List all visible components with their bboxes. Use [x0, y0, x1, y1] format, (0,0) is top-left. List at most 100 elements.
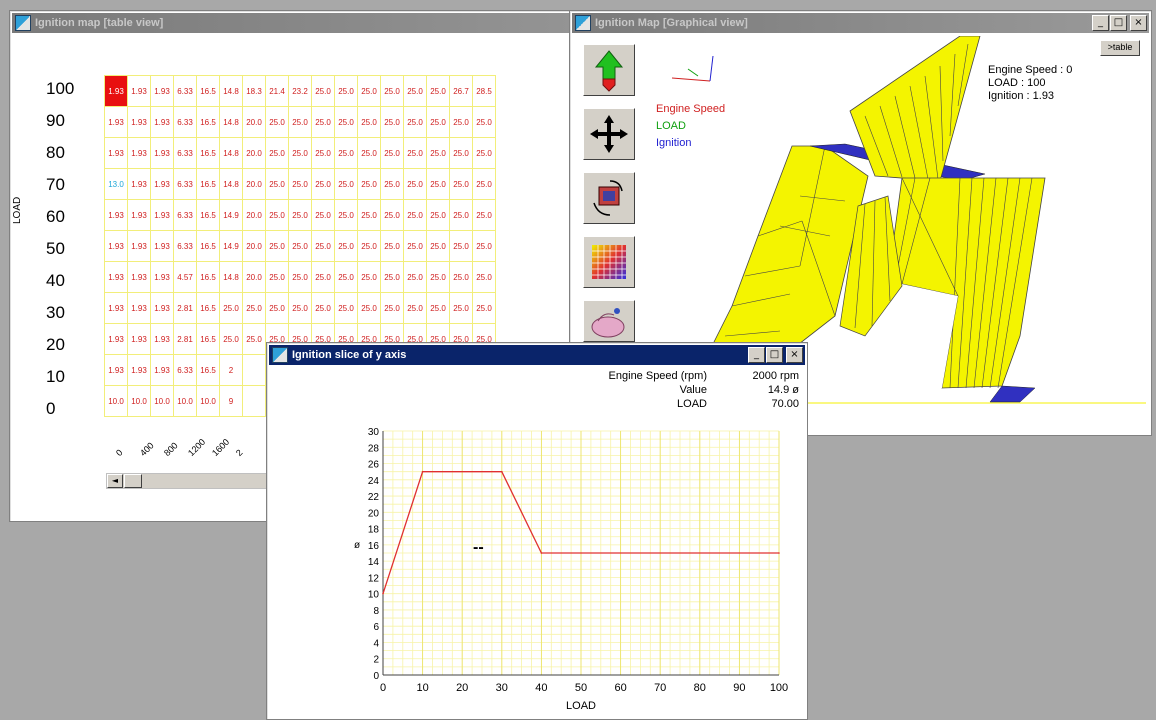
table-cell[interactable]: 16.5	[196, 261, 220, 293]
table-cell[interactable]: 25.0	[472, 199, 496, 231]
table-cell[interactable]: 6.33	[173, 199, 197, 231]
table-cell[interactable]: 25.0	[380, 106, 404, 138]
table-cell[interactable]: 25.0	[311, 75, 335, 107]
slice-titlebar[interactable]: Ignition slice of y axis _ □ ×	[269, 345, 805, 365]
table-cell[interactable]: 26.7	[449, 75, 473, 107]
table-cell[interactable]: 25.0	[403, 168, 427, 200]
table-cell[interactable]: 25.0	[380, 292, 404, 324]
table-cell[interactable]: 25.0	[426, 230, 450, 262]
table-cell[interactable]: 25.0	[311, 230, 335, 262]
table-cell[interactable]: 1.93	[127, 261, 151, 293]
table-cell[interactable]: 25.0	[334, 261, 358, 293]
table-cell[interactable]: 1.93	[104, 230, 128, 262]
table-cell[interactable]: 25.0	[380, 75, 404, 107]
table-cell[interactable]	[242, 354, 266, 386]
table-cell[interactable]: 25.0	[472, 137, 496, 169]
maximize-button[interactable]: □	[766, 347, 783, 363]
table-cell[interactable]: 20.0	[242, 106, 266, 138]
table-cell[interactable]: 1.93	[104, 261, 128, 293]
table-cell[interactable]: 25.0	[403, 292, 427, 324]
table-cell[interactable]: 1.93	[104, 199, 128, 231]
table-cell[interactable]: 6.33	[173, 75, 197, 107]
table-cell[interactable]: 10.0	[150, 385, 174, 417]
tool-hand-button[interactable]	[583, 300, 635, 342]
table-cell[interactable]: 16.5	[196, 168, 220, 200]
table-cell[interactable]: 25.0	[242, 323, 266, 355]
table-cell[interactable]: 25.0	[357, 199, 381, 231]
table-cell[interactable]: 25.0	[265, 292, 289, 324]
table-cell[interactable]: 1.93	[150, 261, 174, 293]
table-cell[interactable]: 1.93	[150, 75, 174, 107]
table-cell[interactable]: 25.0	[472, 168, 496, 200]
table-cell[interactable]: 25.0	[403, 106, 427, 138]
table-cell[interactable]: 1.93	[127, 199, 151, 231]
table-cell[interactable]: 6.33	[173, 354, 197, 386]
table-cell[interactable]: 1.93	[127, 230, 151, 262]
table-cell[interactable]: 28.5	[472, 75, 496, 107]
table-cell[interactable]: 25.0	[472, 292, 496, 324]
table-cell[interactable]: 16.5	[196, 354, 220, 386]
table-cell[interactable]: 1.93	[150, 354, 174, 386]
table-cell[interactable]: 25.0	[334, 106, 358, 138]
table-cell[interactable]: 6.33	[173, 137, 197, 169]
table-cell[interactable]: 25.0	[472, 261, 496, 293]
table-cell[interactable]: 25.0	[242, 292, 266, 324]
table-cell[interactable]: 25.0	[380, 230, 404, 262]
tool-move-button[interactable]	[583, 108, 635, 160]
table-cell[interactable]: 25.0	[449, 199, 473, 231]
table-cell[interactable]: 25.0	[426, 106, 450, 138]
table-cell[interactable]: 25.0	[288, 230, 312, 262]
table-cell[interactable]: 6.33	[173, 230, 197, 262]
maximize-button[interactable]: □	[1110, 15, 1127, 31]
table-cell[interactable]: 10.0	[127, 385, 151, 417]
table-cell[interactable]: 25.0	[357, 137, 381, 169]
table-cell[interactable]: 1.93	[150, 323, 174, 355]
table-cell[interactable]: 16.5	[196, 230, 220, 262]
table-cell[interactable]: 20.0	[242, 230, 266, 262]
tool-colorgrid-button[interactable]	[583, 236, 635, 288]
table-cell[interactable]: 13.0	[104, 168, 128, 200]
table-cell[interactable]: 25.0	[380, 137, 404, 169]
table-cell[interactable]: 25.0	[403, 199, 427, 231]
ignition-table[interactable]: 1.93 1.93 1.93 6.33 16.5 14.8 18.3 21.4 23.2 25.0…	[104, 75, 496, 417]
table-cell[interactable]: 25.0	[288, 292, 312, 324]
table-cell[interactable]: 25.0	[403, 261, 427, 293]
table-cell[interactable]: 1.93	[127, 106, 151, 138]
table-cell[interactable]: 1.93	[127, 323, 151, 355]
table-cell[interactable]	[242, 385, 266, 417]
table-cell[interactable]: 25.0	[357, 168, 381, 200]
table-cell[interactable]: 25.0	[403, 230, 427, 262]
table-cell[interactable]: 25.0	[449, 106, 473, 138]
table-cell[interactable]: 6.33	[173, 106, 197, 138]
table-cell[interactable]: 25.0	[334, 75, 358, 107]
table-cell[interactable]: 25.0	[288, 261, 312, 293]
table-cell[interactable]: 20.0	[242, 261, 266, 293]
table-cell[interactable]: 14.8	[219, 261, 243, 293]
table-cell[interactable]: 10.0	[173, 385, 197, 417]
table-cell[interactable]: 25.0	[311, 168, 335, 200]
table-cell[interactable]: 14.9	[219, 199, 243, 231]
table-cell[interactable]: 2	[219, 354, 243, 386]
minimize-button[interactable]: _	[748, 347, 765, 363]
table-cell[interactable]: 16.5	[196, 137, 220, 169]
table-cell[interactable]: 25.0	[426, 137, 450, 169]
table-cell[interactable]: 1.93	[150, 292, 174, 324]
table-cell[interactable]: 25.0	[449, 168, 473, 200]
table-cell[interactable]: 25.0	[449, 261, 473, 293]
table-cell[interactable]: 1.93	[104, 137, 128, 169]
table-cell[interactable]: 1.93	[150, 199, 174, 231]
table-cell[interactable]: 10.0	[104, 385, 128, 417]
table-cell[interactable]: 25.0	[219, 292, 243, 324]
table-cell[interactable]: 4.57	[173, 261, 197, 293]
scroll-left-button[interactable]: ◄	[107, 474, 123, 488]
table-cell[interactable]: 25.0	[288, 106, 312, 138]
table-cell[interactable]: 25.0	[380, 168, 404, 200]
table-cell[interactable]: 1.93	[127, 354, 151, 386]
surface-3d-plot[interactable]	[640, 36, 1146, 406]
table-cell[interactable]: 25.0	[426, 199, 450, 231]
table-cell[interactable]: 25.0	[288, 199, 312, 231]
table-cell[interactable]: 1.93	[150, 137, 174, 169]
table-cell[interactable]: 25.0	[265, 261, 289, 293]
table-cell[interactable]: 25.0	[334, 230, 358, 262]
table-cell[interactable]: 14.9	[219, 230, 243, 262]
